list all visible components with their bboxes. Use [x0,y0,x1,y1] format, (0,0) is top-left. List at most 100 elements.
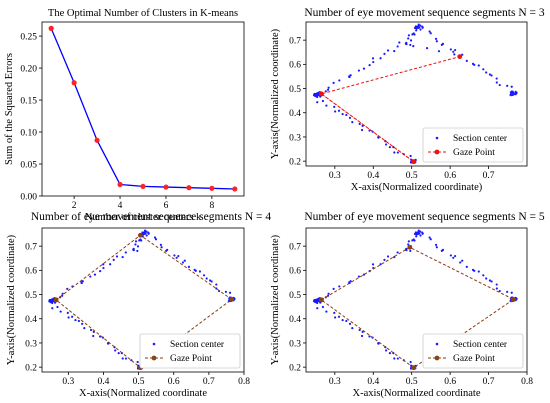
n4-legend: Section center Gaze Point [139,333,241,369]
section-center-point [437,50,441,53]
section-center-point [368,64,371,67]
section-center-point [415,235,418,238]
n4-ytick-label: 0.7 [25,242,37,252]
section-center-point [147,232,150,235]
section-center-point [510,85,513,88]
section-center-point [154,238,158,241]
n3-ytick-label: 0.4 [289,109,301,119]
elbow-line [50,28,235,190]
gaze-point-marker [411,159,417,165]
section-center-point [465,265,468,268]
section-center-point [377,136,380,139]
section-center-point [506,290,509,293]
section-center-point [315,92,318,95]
section-center-point [407,240,410,243]
section-center-point [312,94,316,97]
section-center-point [454,254,457,258]
section-center-point [215,283,218,286]
section-center-point [124,357,128,360]
section-center-point [349,280,352,283]
section-center-point [153,236,157,239]
n5-ytick-label: 0.6 [289,267,301,277]
section-center-point [194,269,197,272]
section-center-point [345,319,348,323]
n5-legend: Section center Gaze Point [422,333,524,369]
elbow-ytick-label: 0.15 [20,96,37,106]
section-center-point [117,352,120,355]
legend-gaze-marker [434,355,440,361]
elbow-point [232,186,238,192]
section-center-point [209,279,212,282]
n3-legend-frame [422,127,524,163]
gaze-point-marker [407,244,413,250]
section-center-point [181,261,185,264]
section-center-point [506,84,509,87]
section-center-point [325,104,328,107]
section-center-point [510,291,513,294]
n5-xlabel: X-axis(Normalized coordinate [353,388,481,399]
section-center-point [136,360,139,364]
section-center-point [173,254,176,257]
section-center-point [124,251,127,254]
section-center-point [396,45,399,48]
section-center-point [205,277,208,280]
section-center-point [134,243,137,246]
section-center-point [452,256,455,259]
section-center-point [324,90,327,93]
gaze-path-line [320,56,460,163]
section-center-point [495,81,498,84]
elbow-xtick-label: 8 [209,201,214,211]
section-center-point [198,270,202,273]
legend-section-center-label: Section center [453,340,508,350]
section-center-point [419,230,422,233]
section-center-point [132,247,135,250]
elbow-xlabel: Number of cluster centers k [85,212,202,223]
section-center-point [412,32,415,35]
section-center-point [477,270,480,273]
gaze-point-marker [137,232,143,238]
section-center-point [316,301,319,305]
section-center-point [379,263,382,266]
elbow-chart: The Optimal Number of Clusters in K-mean… [4,8,245,223]
section-center-point [315,298,318,301]
section-center-point [454,48,457,52]
section-center-point [379,57,382,60]
section-center-point [357,69,360,72]
legend-section-center-label: Section center [170,340,225,350]
section-center-point [360,128,364,132]
n5-ytick-label: 0.3 [289,339,301,349]
elbow-ylabel: Sum of the Squared Errors [4,53,15,165]
section-center-point [495,287,498,290]
section-center-point [81,280,84,283]
section-center-point [453,53,456,56]
section-center-point [327,86,330,89]
section-center-point [333,105,336,109]
section-center-point [332,81,335,84]
n4-xtick-label: 0.5 [133,377,145,387]
section-center-point [419,24,422,27]
section-center-point [92,330,95,333]
section-center-point [67,316,70,319]
section-center-point [361,124,364,127]
section-center-point [377,342,380,345]
n4-ytick-label: 0.3 [25,339,37,349]
section-center-point [419,234,422,237]
section-center-point [112,258,115,261]
elbow-point [117,181,123,188]
section-center-point [312,300,316,303]
section-center-point [121,357,124,360]
section-center-point [51,301,54,305]
section-center-point [338,79,341,82]
section-center-point [490,74,493,77]
legend-gaze-label: Gaze Point [453,354,495,364]
section-center-point [202,274,206,277]
n3-ytick-label: 0.5 [289,85,301,95]
section-center-point [510,90,513,93]
section-center-point [177,254,180,258]
section-center-point [415,26,418,29]
section-center-point [371,57,375,60]
n5-ylabel: Y-axis(Normalized coordinate) [270,234,281,365]
section-center-point [495,77,498,80]
elbow-point [140,183,146,190]
section-center-point [383,258,386,261]
